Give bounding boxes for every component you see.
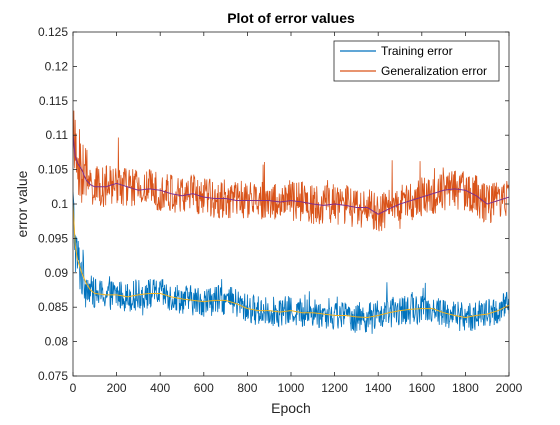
series-layer <box>73 110 509 334</box>
y-tick-label: 0.115 <box>39 94 68 108</box>
series-line-trend-2 <box>73 203 509 319</box>
legend-label-generalization-error: Generalization error <box>381 64 487 78</box>
chart-title: Plot of error values <box>227 10 355 26</box>
y-tick-label: 0.085 <box>38 300 68 314</box>
y-tick-label: 0.075 <box>38 369 68 383</box>
x-tick-label: 0 <box>70 381 77 395</box>
legend-label-training-error: Training error <box>381 44 453 58</box>
series-line-generalization-error <box>73 110 509 232</box>
y-tick-label: 0.095 <box>38 231 68 245</box>
x-tick-label: 2000 <box>496 381 523 395</box>
y-tick-label: 0.11 <box>46 128 69 142</box>
x-tick-label: 1200 <box>321 381 348 395</box>
legend-box <box>333 40 500 82</box>
x-tick-label: 200 <box>107 381 127 395</box>
x-tick-label: 800 <box>237 381 257 395</box>
y-tick-label: 0.1 <box>51 197 68 211</box>
y-tick-label: 0.105 <box>38 163 68 177</box>
y-tick-label: 0.09 <box>45 266 69 280</box>
legend: Training error Generalization error <box>333 40 500 82</box>
x-tick-label: 1000 <box>278 381 305 395</box>
y-tick-label: 0.12 <box>45 59 69 73</box>
y-tick-label: 0.125 <box>38 25 68 39</box>
x-tick-label: 1400 <box>365 381 392 395</box>
x-tick-label: 1600 <box>408 381 435 395</box>
x-tick-label: 600 <box>194 381 214 395</box>
x-tick-label: 1800 <box>452 381 479 395</box>
x-axis-label: Epoch <box>271 400 311 416</box>
ticks-layer: 0 200 400 600 800 1000 1200 1400 1600 1800 2000 0.0… <box>38 25 523 395</box>
x-tick-label: 400 <box>150 381 170 395</box>
series-line-trend-3 <box>73 135 509 215</box>
y-axis-label: error value <box>14 170 30 237</box>
y-tick-label: 0.08 <box>45 335 69 349</box>
